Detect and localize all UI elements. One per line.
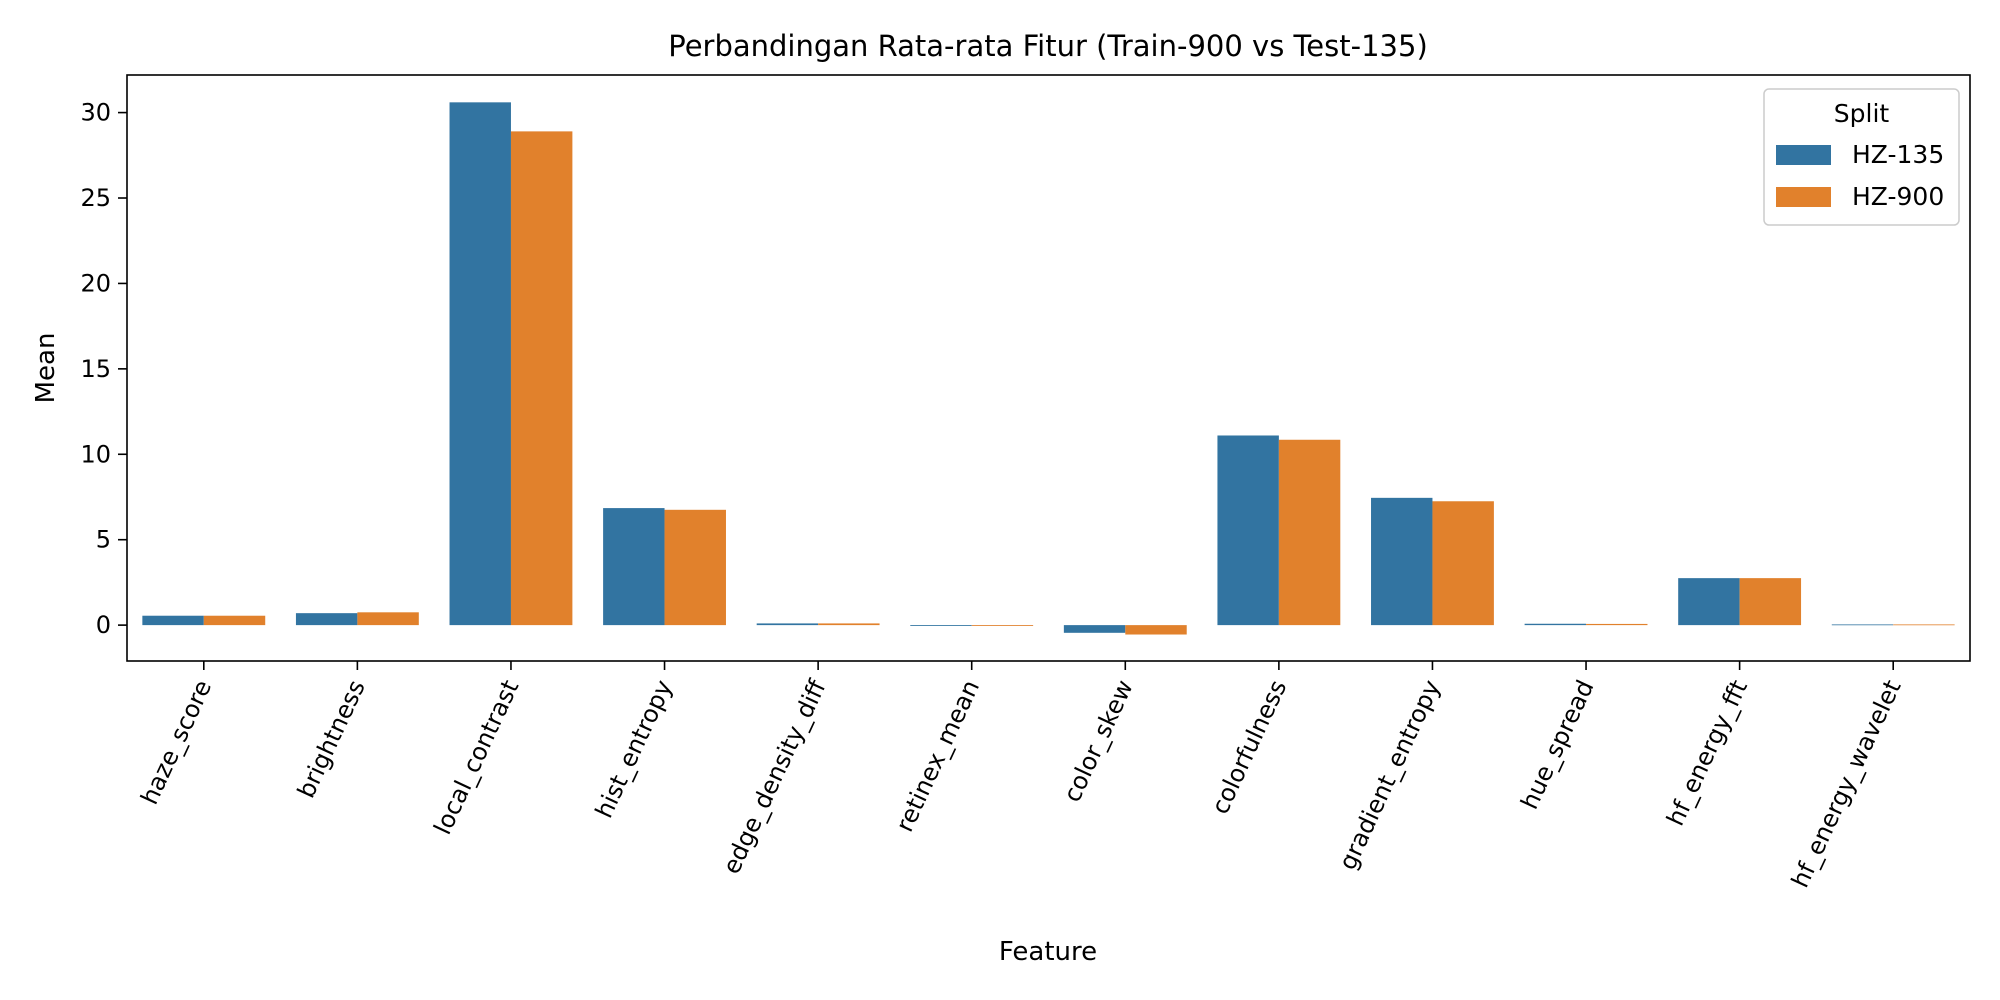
bar-hz-900-hue-spread — [1586, 623, 1648, 626]
plot-frame — [126, 74, 1971, 662]
y-tick-label: 5 — [96, 526, 111, 554]
bar-hz-900-retinex-mean — [971, 625, 1034, 626]
bar-hz-135-gradient-entropy — [1371, 497, 1433, 626]
bar-hz-900-hf-energy-wavelet — [1893, 624, 1955, 626]
bar-hz-135-hue-spread — [1524, 623, 1587, 626]
bar-hz-135-local-contrast — [449, 102, 511, 626]
y-axis-label: Mean — [31, 333, 61, 404]
bar-hz-135-edge-density-diff — [756, 623, 819, 626]
x-tick-label: gradient_entropy — [1333, 676, 1445, 874]
x-tick-label: haze_score — [135, 676, 217, 809]
x-tick-label: hf_energy_wavelet — [1786, 676, 1907, 892]
bar-hz-900-hf-energy-fft — [1739, 578, 1802, 626]
bar-hz-135-hf-energy-fft — [1678, 578, 1740, 626]
bar-hz-135-hist-entropy — [603, 508, 665, 626]
bar-hz-900-brightness — [357, 612, 419, 626]
bar-hz-900-local-contrast — [510, 131, 573, 626]
bar-hz-135-hf-energy-wavelet — [1831, 624, 1894, 626]
y-tick-label: 15 — [80, 355, 111, 383]
x-tick-label: hist_entropy — [590, 676, 678, 823]
x-tick-label: color_skew — [1058, 676, 1139, 807]
y-tick-label: 0 — [96, 611, 111, 639]
y-tick-label: 25 — [80, 184, 111, 212]
x-tick-label: hue_spread — [1515, 676, 1599, 814]
legend: Split HZ-135 HZ-900 — [1763, 88, 1960, 226]
x-axis: haze_score brightness local_contrast hist_e… — [135, 661, 1907, 892]
bar-hz-135-colorfulness — [1217, 435, 1279, 626]
bar-hz-900-edge-density-diff — [818, 623, 880, 626]
x-tick-label: brightness — [292, 676, 371, 803]
y-tick-label: 20 — [80, 269, 111, 297]
y-axis: 0 5 10 15 20 25 30 — [80, 99, 127, 639]
x-axis-label: Feature — [999, 937, 1097, 967]
x-tick-label: hf_energy_fft — [1661, 676, 1753, 830]
bar-hz-900-gradient-entropy — [1432, 501, 1494, 626]
bar-hz-135-color-skew — [1063, 625, 1126, 633]
x-tick-label: local_contrast — [428, 676, 524, 839]
chart-title: Perbandingan Rata-rata Fitur (Train-900 … — [668, 29, 1428, 63]
bar-hz-900-color-skew — [1125, 625, 1187, 635]
legend-swatch-hz-900 — [1776, 187, 1831, 207]
legend-label-hz-135: HZ-135 — [1852, 140, 1944, 169]
bar-hz-135-retinex-mean — [910, 625, 972, 626]
bar-hz-135-haze-score — [142, 615, 204, 626]
bar-hz-900-hist-entropy — [664, 509, 726, 626]
y-tick-label: 10 — [80, 440, 111, 468]
legend-label-hz-900: HZ-900 — [1852, 182, 1944, 211]
x-tick-label: retinex_mean — [890, 676, 985, 836]
x-tick-label: edge_density_diff — [717, 675, 832, 878]
legend-swatch-hz-135 — [1776, 145, 1831, 165]
bar-hz-900-colorfulness — [1278, 439, 1341, 626]
bar-hz-135-brightness — [295, 613, 358, 626]
bars-layer — [142, 102, 1955, 635]
legend-title: Split — [1834, 99, 1890, 128]
y-tick-label: 30 — [80, 99, 111, 127]
x-tick-label: colorfulness — [1206, 676, 1292, 819]
bar-hz-900-haze-score — [203, 615, 266, 626]
